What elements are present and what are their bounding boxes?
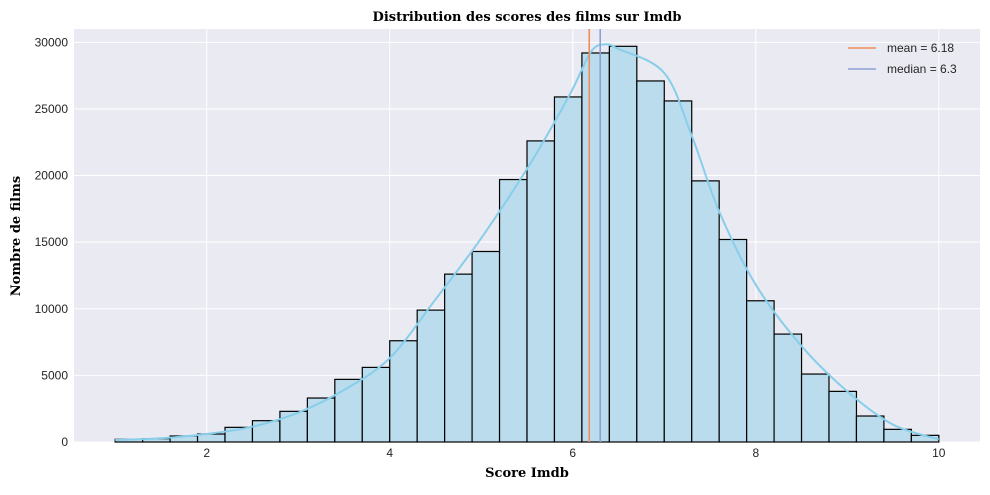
x-tick-label: 8	[752, 446, 759, 460]
histogram-bar	[471, 250, 501, 443]
y-tick-label: 0	[61, 435, 68, 449]
histogram-bar	[828, 390, 858, 443]
x-tick-label: 2	[203, 446, 210, 460]
histogram-bar	[498, 178, 528, 443]
legend: mean = 6.18 median = 6.3	[848, 41, 957, 76]
chart-title: Distribution des scores des films sur Im…	[373, 10, 682, 25]
x-tick-label: 10	[932, 446, 946, 460]
histogram-bar	[581, 52, 610, 443]
x-tick-label: 4	[386, 446, 393, 460]
histogram-bar	[718, 238, 748, 443]
histogram-bar	[334, 378, 363, 443]
histogram-bar	[389, 340, 418, 443]
legend-label-median: median = 6.3	[887, 62, 957, 76]
y-tick-label: 15000	[35, 235, 69, 249]
y-tick-label: 25000	[35, 102, 69, 116]
y-tick-label: 20000	[35, 169, 69, 183]
x-tick-label: 6	[569, 446, 576, 460]
histogram-bar	[746, 300, 775, 443]
y-tick-labels: 0 5000 10000 15000 20000 25000 30000	[35, 35, 69, 449]
y-axis-label: Nombre de films	[9, 176, 24, 296]
x-tick-labels: 2 4 6 8 10	[203, 446, 945, 460]
y-tick-label: 5000	[41, 368, 68, 382]
histogram-bar	[608, 45, 638, 443]
histogram-bar	[855, 415, 885, 443]
histogram-bar	[636, 80, 665, 443]
legend-label-mean: mean = 6.18	[887, 41, 954, 55]
histogram-bar	[663, 100, 693, 443]
histogram-bar	[553, 96, 583, 443]
histogram-bar	[800, 373, 830, 443]
reference-lines	[588, 29, 602, 442]
y-tick-label: 10000	[35, 302, 69, 316]
histogram-bar	[526, 140, 556, 443]
histogram-bar	[691, 180, 720, 443]
histogram-bar	[416, 309, 446, 443]
x-axis-label: Score Imdb	[485, 466, 569, 481]
y-tick-label: 30000	[35, 35, 69, 49]
histogram-bar	[444, 273, 473, 443]
histogram-bar	[361, 366, 391, 443]
histogram-bars	[114, 45, 940, 443]
histogram-bar	[773, 333, 803, 443]
kde-curve	[115, 43, 940, 442]
histogram-bar	[306, 397, 336, 443]
histogram-bar	[279, 410, 308, 443]
